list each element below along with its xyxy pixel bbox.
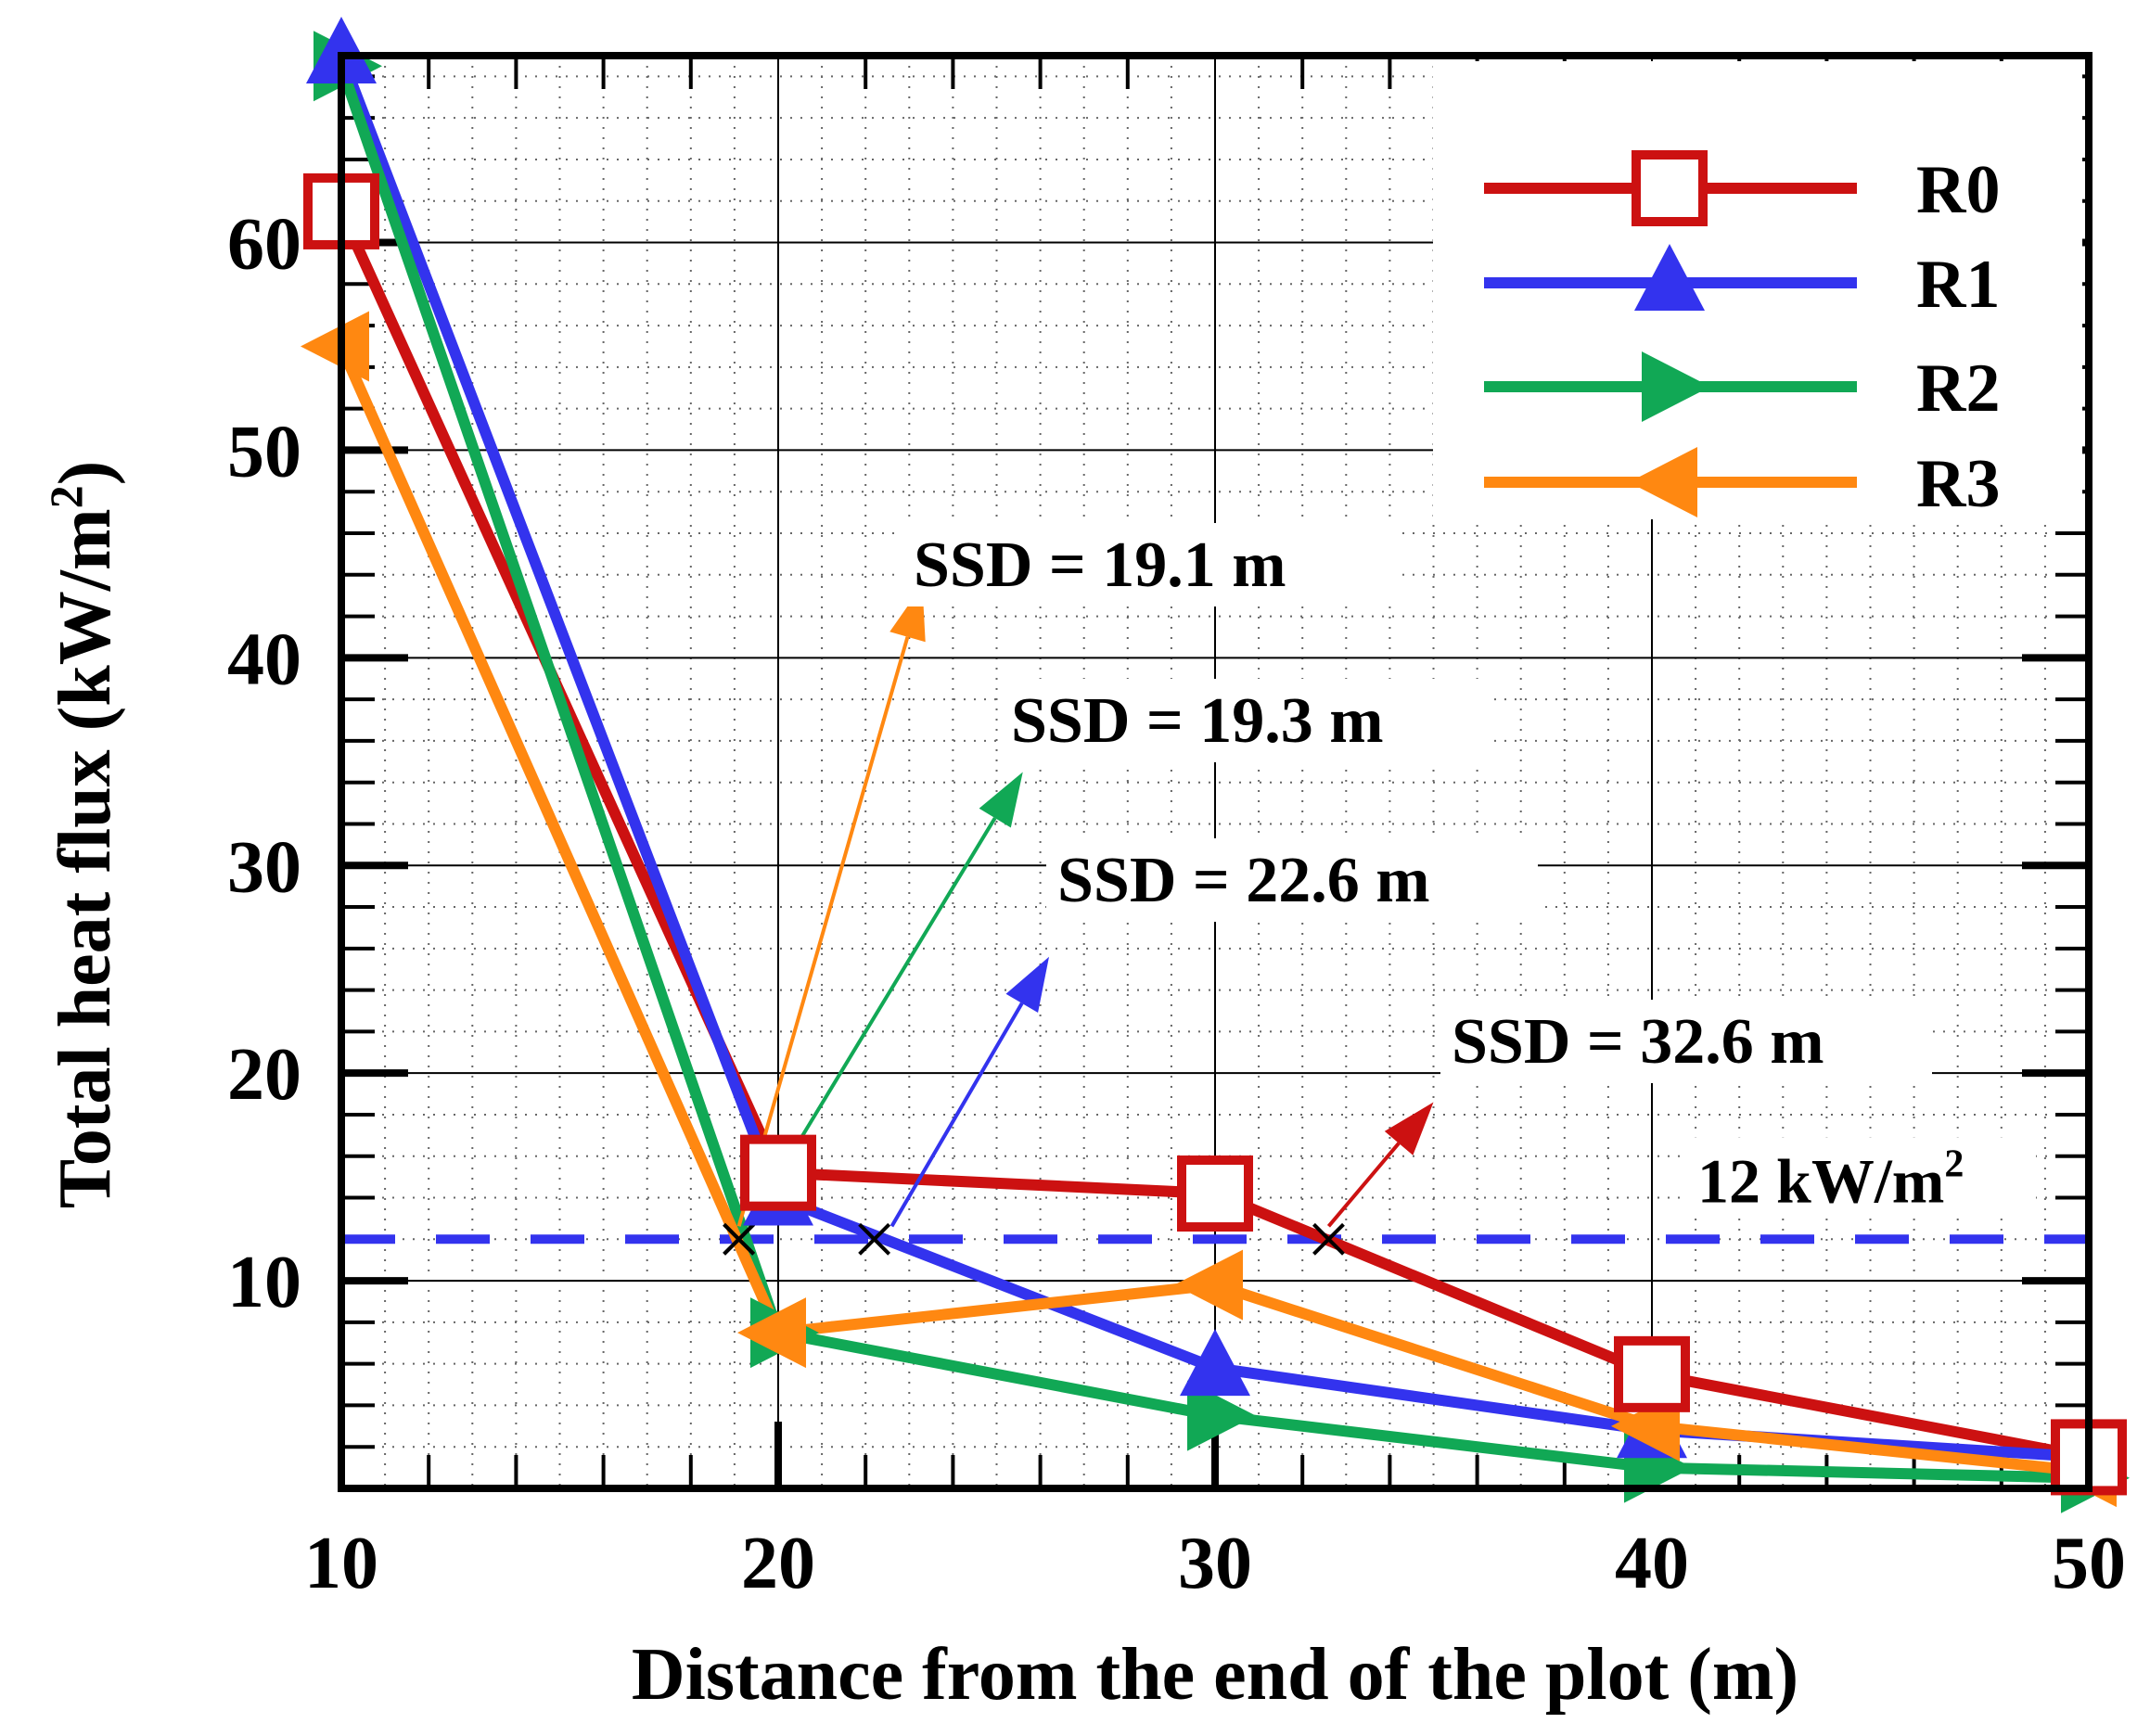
ssd-label: SSD = 22.6 m bbox=[1057, 845, 1430, 916]
y-tick-label: 40 bbox=[227, 619, 301, 700]
ssd-label-background bbox=[1000, 679, 1491, 762]
tick-labels: 10 20 30 40 50 10 20 30 40 50 60 bbox=[227, 204, 2126, 1604]
data-point-R3 bbox=[301, 311, 369, 382]
legend-marker-R0 bbox=[1632, 150, 1708, 226]
data-point-R3 bbox=[737, 1297, 806, 1369]
threshold-label-main: 12 kW/m bbox=[1697, 1145, 1944, 1216]
series-markers bbox=[301, 17, 2130, 1513]
ssd-annotations: SSD = 19.1 m SSD = 19.3 m SSD = 22.6 m SSD … bbox=[723, 523, 1932, 1256]
legend-label-R1: R1 bbox=[1916, 247, 2000, 323]
ssd-label-background bbox=[1046, 838, 1538, 922]
data-point-R3 bbox=[1174, 1249, 1243, 1321]
x-tick-label: 50 bbox=[2052, 1523, 2126, 1604]
legend-label-R2: R2 bbox=[1916, 351, 2000, 427]
data-point-R0 bbox=[740, 1134, 816, 1211]
y-tick-label: 50 bbox=[227, 411, 301, 492]
legend-label-R3: R3 bbox=[1916, 446, 2000, 522]
y-tick-label: 20 bbox=[227, 1034, 301, 1116]
ssd-arrow-shaft bbox=[889, 1002, 1024, 1228]
plot-frame bbox=[338, 52, 2092, 1492]
x-tick-label: 40 bbox=[1615, 1523, 1689, 1604]
y-axis-label-sup: 2 bbox=[40, 485, 92, 508]
crossing-marker bbox=[723, 1222, 756, 1256]
data-point-R0 bbox=[1614, 1335, 1690, 1412]
legend-marker-R2 bbox=[1642, 351, 1710, 422]
ssd-label: SSD = 32.6 m bbox=[1452, 1006, 1824, 1078]
ssd-arrow-head bbox=[979, 772, 1023, 828]
y-axis-label-main: Total heat flux (kW/m bbox=[45, 508, 126, 1208]
ssd-arrow-head bbox=[1005, 956, 1050, 1013]
crossing-marker bbox=[858, 1222, 891, 1256]
threshold-label-background bbox=[1683, 1137, 2036, 1216]
ssd-arrow-shaft bbox=[736, 636, 910, 1227]
y-axis-label-close: ) bbox=[45, 461, 126, 486]
x-tick-label: 10 bbox=[304, 1523, 378, 1604]
data-point-R1 bbox=[1180, 1329, 1250, 1397]
y-tick-label: 30 bbox=[227, 826, 301, 908]
legend-label-R0: R0 bbox=[1916, 152, 2000, 228]
ssd-label: SSD = 19.1 m bbox=[914, 530, 1286, 601]
y-tick-label: 10 bbox=[227, 1242, 301, 1323]
x-tick-label: 30 bbox=[1178, 1523, 1252, 1604]
threshold-label: 12 kW/m2 bbox=[1697, 1142, 1964, 1216]
data-point-R1 bbox=[306, 17, 377, 83]
data-point-R2 bbox=[1187, 1380, 1256, 1451]
legend-marker-R1 bbox=[1634, 244, 1705, 311]
threshold-line: 12 kW/m2 bbox=[341, 1137, 2089, 1245]
legend-marker-R3 bbox=[1629, 447, 1697, 517]
ssd-label-background bbox=[1440, 1000, 1932, 1083]
crossing-marker bbox=[1312, 1222, 1345, 1256]
threshold-label-sup: 2 bbox=[1944, 1142, 1964, 1185]
x-axis-label: Distance from the end of the plot (m) bbox=[632, 1634, 1798, 1716]
ssd-label-background bbox=[902, 523, 1394, 606]
y-axis-label: Total heat flux (kW/m2) bbox=[40, 461, 126, 1209]
ssd-arrow-head bbox=[1384, 1102, 1434, 1155]
y-tick-label: 60 bbox=[227, 204, 301, 286]
legend: R0 R1 R2 R3 bbox=[1484, 150, 2000, 522]
data-point-R0 bbox=[1177, 1155, 1253, 1232]
legend-background bbox=[1433, 61, 2082, 519]
x-tick-label: 20 bbox=[741, 1523, 815, 1604]
ssd-label: SSD = 19.3 m bbox=[1011, 685, 1384, 757]
ssd-arrow-shaft bbox=[1326, 1142, 1401, 1228]
